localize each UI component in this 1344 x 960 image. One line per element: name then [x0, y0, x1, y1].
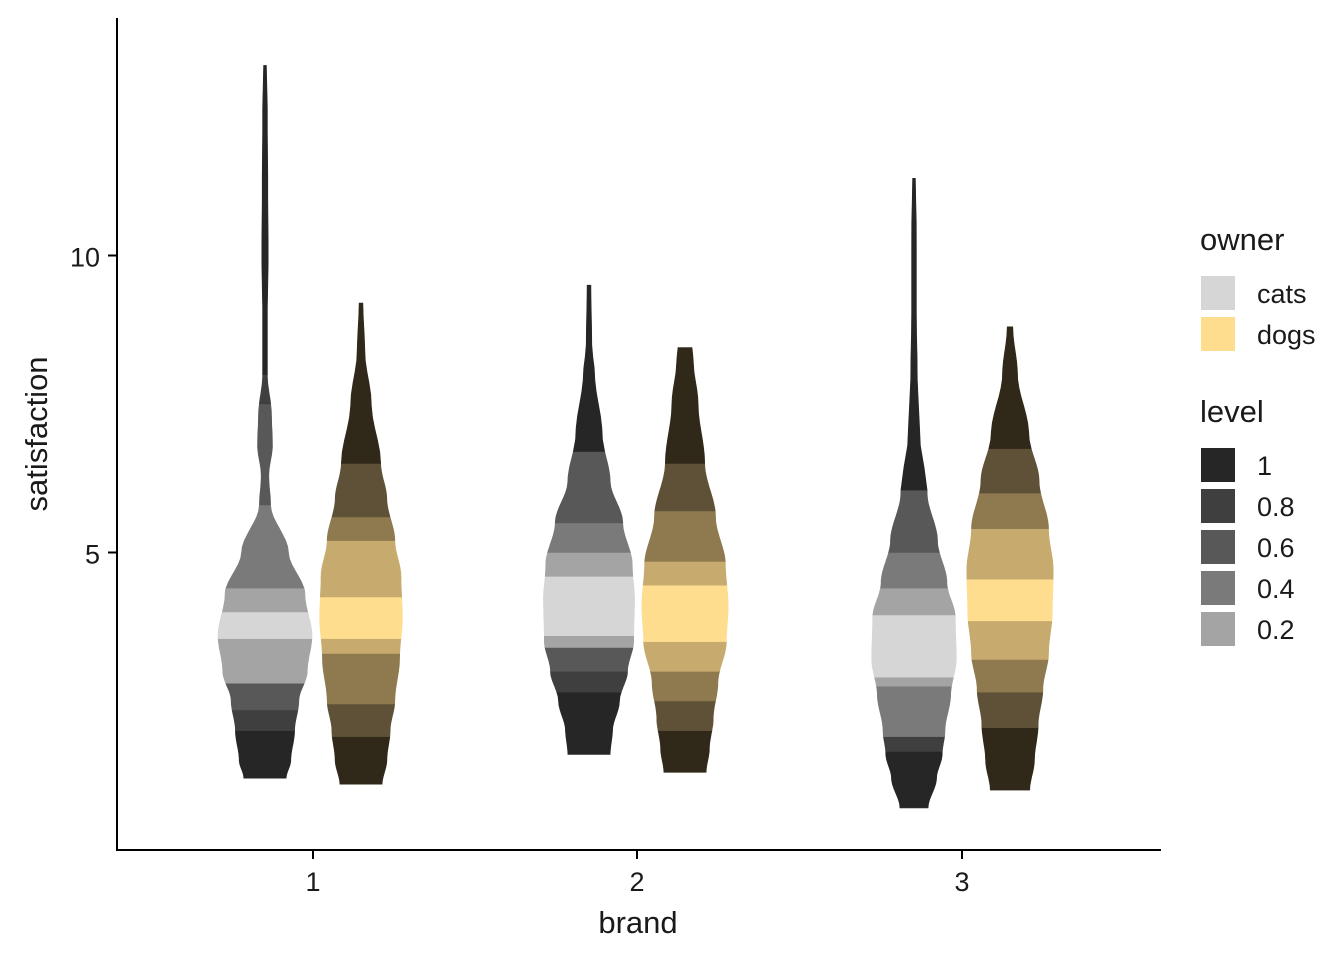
legend-owner-swatch-0 [1201, 276, 1235, 310]
violin-band-cats-3-8 [900, 178, 928, 491]
violin-band-dogs-2-5 [642, 561, 728, 586]
violin-band-cats-2-2 [544, 647, 634, 672]
violin-band-cats-1-2 [225, 682, 305, 711]
violin-band-dogs-2-7 [654, 463, 716, 512]
violin-dogs-3 [966, 326, 1054, 791]
violin-band-dogs-1-0 [331, 736, 391, 785]
y-ticks: 5 10 [70, 243, 117, 570]
violin-band-cats-3-3 [874, 676, 954, 687]
violin-cats-2 [543, 284, 635, 755]
violin-cats-3 [871, 178, 957, 809]
violin-band-dogs-2-0 [657, 730, 713, 773]
violin-band-dogs-2-4 [641, 584, 729, 642]
violin-band-dogs-1-5 [319, 540, 403, 598]
legend-level-swatch-4 [1201, 612, 1235, 646]
x-ticks: 1 2 3 [305, 850, 970, 897]
violin-band-dogs-1-1 [326, 703, 396, 737]
violin-band-dogs-3-8 [988, 326, 1032, 449]
violin-layer [217, 65, 1054, 809]
violin-band-cats-3-5 [872, 587, 956, 616]
violin-band-cats-3-0 [885, 751, 943, 809]
x-axis-title: brand [598, 905, 677, 940]
violin-band-cats-2-6 [547, 522, 631, 553]
violin-band-cats-2-7 [554, 451, 624, 524]
legend-owner-title: owner [1200, 222, 1284, 257]
violin-band-cats-2-8 [572, 284, 606, 452]
legend-level-swatch-3 [1201, 571, 1235, 605]
violin-band-cats-3-7 [888, 489, 940, 553]
violin-band-dogs-3-4 [966, 578, 1054, 622]
violin-band-cats-1-9 [261, 65, 269, 375]
legend-level-title: level [1200, 394, 1264, 429]
violin-band-dogs-3-2 [971, 659, 1049, 693]
violin-band-cats-1-3 [217, 638, 313, 684]
violin-band-cats-1-5 [221, 587, 309, 613]
x-tick-label-3: 3 [954, 867, 969, 897]
legend: owner cats dogs level 1 0.8 0.6 0.4 0.2 [1200, 222, 1316, 646]
violin-band-cats-2-3 [543, 635, 635, 648]
legend-level-swatch-1 [1201, 489, 1235, 523]
violin-cats-1 [217, 65, 313, 779]
legend-level-label-3: 0.4 [1257, 574, 1295, 604]
violin-band-cats-3-6 [880, 552, 948, 589]
violin-band-cats-2-1 [550, 670, 628, 693]
legend-owner-swatch-1 [1201, 317, 1235, 351]
violin-band-cats-3-1 [883, 736, 945, 752]
legend-owner-label-1: dogs [1257, 320, 1316, 350]
violin-band-cats-1-1 [231, 709, 299, 732]
violin-band-dogs-2-6 [644, 510, 726, 562]
violin-band-dogs-3-0 [981, 727, 1039, 791]
legend-owner-label-0: cats [1257, 279, 1307, 309]
violin-band-cats-1-0 [235, 730, 295, 779]
violin-band-dogs-3-7 [979, 448, 1041, 494]
legend-level-label-1: 0.8 [1257, 492, 1295, 522]
violin-band-dogs-3-5 [966, 528, 1054, 580]
violin-dogs-2 [641, 347, 729, 773]
violin-band-cats-1-4 [217, 611, 313, 639]
violin-band-cats-1-8 [258, 373, 272, 405]
violin-band-dogs-1-7 [331, 463, 391, 518]
violin-band-dogs-2-1 [654, 700, 716, 732]
violin-band-dogs-2-8 [664, 347, 706, 464]
y-tick-label-10: 10 [70, 243, 100, 273]
y-tick-label-5: 5 [85, 540, 100, 570]
violin-band-dogs-3-6 [971, 492, 1049, 530]
violin-band-dogs-3-1 [976, 691, 1044, 729]
legend-level-label-2: 0.6 [1257, 533, 1295, 563]
violin-band-cats-2-5 [544, 552, 634, 577]
violin-band-cats-3-4 [871, 614, 957, 678]
violin-band-dogs-1-4 [319, 596, 403, 639]
violin-band-dogs-3-3 [967, 620, 1053, 660]
legend-owner-items: cats dogs [1201, 276, 1316, 351]
violin-band-cats-2-4 [543, 575, 635, 637]
violin-band-cats-1-6 [225, 504, 305, 589]
violin-band-cats-2-0 [556, 691, 622, 755]
violin-dogs-1 [319, 302, 403, 785]
violin-band-dogs-1-2 [321, 653, 401, 705]
violin-band-dogs-2-2 [650, 670, 720, 702]
violin-band-dogs-1-3 [320, 638, 402, 654]
legend-level-items: 1 0.8 0.6 0.4 0.2 [1201, 448, 1295, 646]
y-axis-title: satisfaction [19, 356, 54, 511]
violin-band-cats-3-2 [876, 685, 952, 737]
violin-band-dogs-1-6 [326, 516, 396, 541]
violin-band-cats-1-7 [257, 403, 273, 506]
legend-level-swatch-2 [1201, 530, 1235, 564]
legend-level-label-4: 0.2 [1257, 615, 1295, 645]
violin-band-dogs-1-8 [340, 302, 382, 464]
violin-band-dogs-2-3 [643, 641, 727, 672]
legend-level-label-0: 1 [1257, 451, 1272, 481]
x-tick-label-2: 2 [629, 867, 644, 897]
x-tick-label-1: 1 [305, 867, 320, 897]
legend-level-swatch-0 [1201, 448, 1235, 482]
